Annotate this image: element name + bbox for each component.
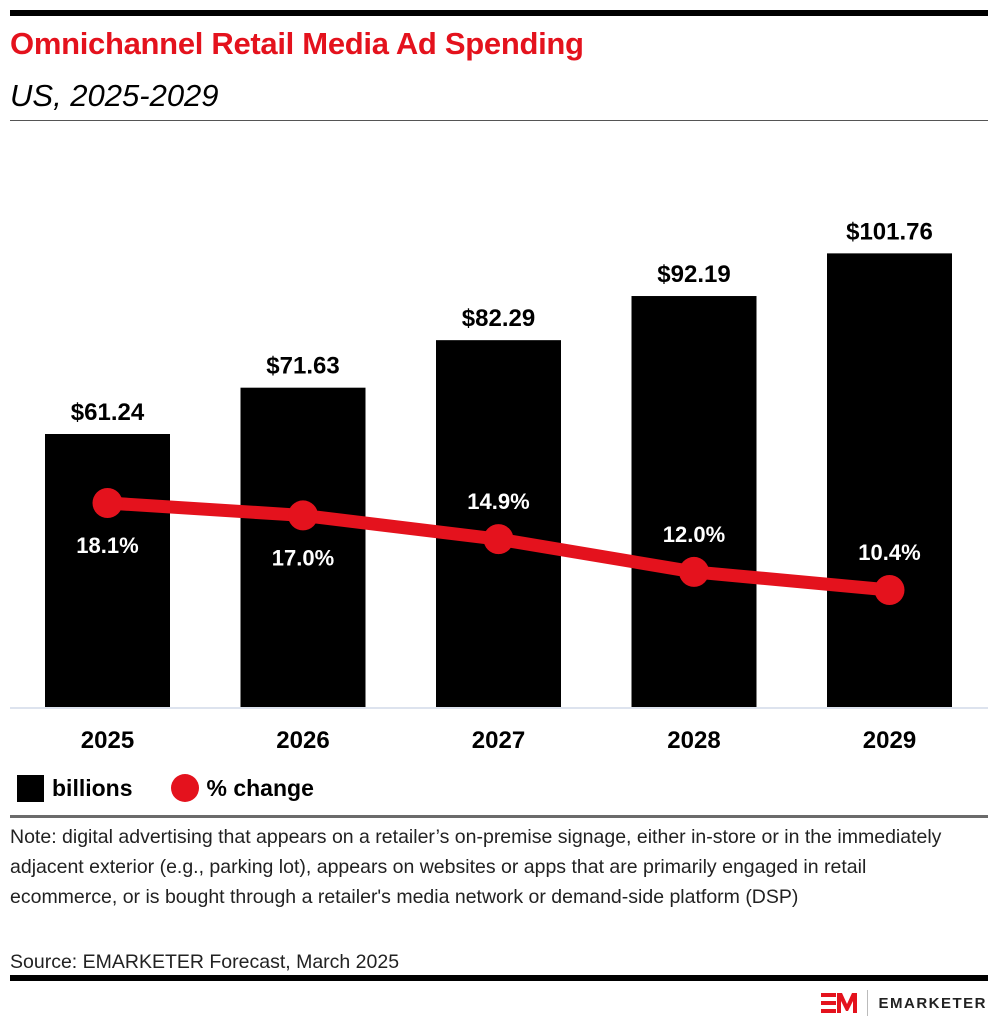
x-tick-label: 2025 xyxy=(81,727,134,754)
bar-value-label: $82.29 xyxy=(462,305,535,332)
chart-source: Source: EMARKETER Forecast, March 2025 xyxy=(10,951,400,973)
line-value-label: 18.1% xyxy=(76,533,138,558)
line-point-2026 xyxy=(288,500,318,531)
notes-rule xyxy=(10,815,988,818)
brand-name: EMARKETER xyxy=(878,994,987,1012)
brand: EMARKETER xyxy=(821,990,987,1016)
line-value-label: 10.4% xyxy=(858,540,920,565)
x-tick-label: 2029 xyxy=(863,727,916,754)
bar-value-label: $71.63 xyxy=(266,353,339,380)
bar-2029 xyxy=(827,253,952,708)
legend-line-label: % change xyxy=(206,774,314,801)
top-rule xyxy=(10,10,988,16)
bar-labels-layer: $61.24 $71.63 $82.29 $92.19 $101.76 xyxy=(71,218,933,426)
bar-2026 xyxy=(240,387,366,707)
chart-subtitle: US, 2025-2029 xyxy=(10,78,219,113)
emarketer-logo-icon xyxy=(821,993,858,1013)
line-value-label: 12.0% xyxy=(663,522,725,547)
bar-2028 xyxy=(631,296,757,707)
line-point-2025 xyxy=(92,488,123,518)
chart-note: Note: digital advertising that appears o… xyxy=(10,826,942,908)
line-value-label: 17.0% xyxy=(272,545,334,570)
x-tick-label: 2028 xyxy=(667,727,720,754)
bottom-rule xyxy=(10,975,988,981)
legend-bars-swatch xyxy=(17,774,44,802)
line-point-2028 xyxy=(679,556,709,587)
line-labels-layer: 18.1% 17.0% 14.9% 12.0% 10.4% xyxy=(76,489,920,570)
bar-value-label: $101.76 xyxy=(846,218,933,245)
line-point-2029 xyxy=(874,575,905,605)
bar-2027 xyxy=(436,340,561,707)
x-tick-label: 2026 xyxy=(276,727,329,754)
brand-divider xyxy=(867,990,869,1016)
legend-bars-label: billions xyxy=(52,774,133,801)
line-layer xyxy=(92,488,905,605)
chart-title: Omnichannel Retail Media Ad Spending xyxy=(10,26,584,61)
bars-layer xyxy=(45,253,952,708)
legend-line-swatch xyxy=(170,774,199,802)
line-value-label: 14.9% xyxy=(467,489,529,514)
legend: billions % change xyxy=(17,772,314,804)
chart-area: $61.24 $71.63 $82.29 $92.19 $101.76 18.1% 17.… xyxy=(10,218,988,754)
bar-value-label: $92.19 xyxy=(657,261,730,288)
line-point-2027 xyxy=(483,524,514,555)
bar-value-label: $61.24 xyxy=(71,399,145,426)
x-tick-label: 2027 xyxy=(472,727,525,754)
x-ticks-layer: 2025 2026 2027 2028 2029 xyxy=(81,727,916,754)
subtitle-rule xyxy=(10,120,988,121)
bar-2025 xyxy=(45,434,170,707)
